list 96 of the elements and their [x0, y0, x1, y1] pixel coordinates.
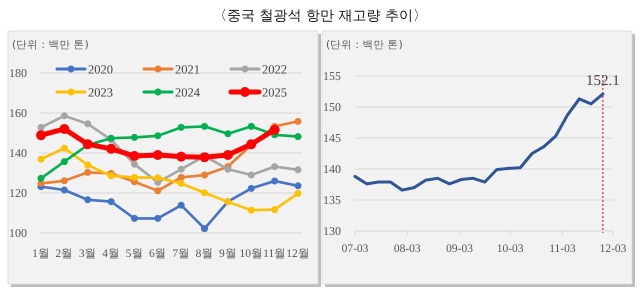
point: [248, 172, 255, 178]
point: [152, 150, 163, 160]
y-tick-label: 145: [323, 131, 341, 145]
y-tick-label: 160: [9, 106, 27, 120]
point: [201, 189, 208, 196]
point: [246, 139, 256, 150]
y-tick-label: 120: [9, 186, 27, 200]
legend-label: 2021: [175, 62, 200, 76]
point: [129, 151, 140, 161]
line-series: [354, 92, 604, 192]
point: [38, 174, 44, 182]
point: [84, 168, 92, 176]
point: [130, 174, 138, 181]
point: [84, 120, 92, 128]
y-tick-label: 135: [323, 193, 341, 207]
x-tick-label: 07-03: [342, 243, 369, 255]
y-axis-title: (단위 : 백만 톤): [12, 39, 89, 51]
point: [60, 112, 68, 120]
point: [60, 177, 68, 184]
point: [224, 130, 232, 138]
point: [294, 133, 302, 140]
x-tick-label: 8월: [196, 248, 214, 260]
y-tick-label: 155: [323, 69, 341, 83]
point: [38, 156, 44, 163]
point: [36, 130, 46, 140]
point: [294, 166, 302, 174]
point: [248, 206, 255, 214]
legend-label: 2025: [262, 86, 287, 100]
point: [200, 152, 210, 162]
point: [270, 124, 280, 135]
point: [154, 214, 162, 222]
legend-label: 2023: [88, 86, 113, 100]
point: [60, 158, 68, 166]
point: [271, 178, 278, 184]
point: [248, 184, 255, 192]
point: [108, 172, 115, 180]
point: [248, 122, 255, 130]
x-tick-label: 11-03: [549, 243, 576, 255]
x-tick-label: 09-03: [446, 243, 474, 255]
x-tick-label: 1월: [32, 248, 50, 260]
point: [60, 186, 68, 194]
point: [130, 134, 138, 141]
point: [154, 132, 162, 140]
y-tick-label: 180: [9, 66, 27, 80]
x-tick-label: 4월: [102, 248, 120, 260]
y-tick-label: 140: [9, 146, 27, 160]
point: [201, 122, 208, 130]
x-tick-label: 2월: [55, 248, 74, 260]
point: [130, 214, 138, 222]
point: [106, 144, 116, 154]
x-tick-label: 12-03: [600, 243, 627, 255]
y-tick-label: 130: [323, 224, 341, 238]
point: [271, 163, 278, 170]
x-tick-label: 08-03: [394, 243, 421, 255]
point: [84, 162, 92, 168]
legend-label: 2024: [175, 86, 201, 100]
x-tick-label: 10-03: [496, 243, 524, 255]
point: [108, 198, 115, 206]
legend-label: 2020: [88, 62, 113, 76]
x-tick-label: 9월: [219, 248, 237, 260]
y-tick-label: 140: [323, 162, 341, 176]
x-tick-label: 5월: [126, 248, 144, 260]
point: [154, 174, 162, 182]
point: [294, 190, 302, 197]
point: [294, 118, 302, 125]
point: [60, 144, 68, 152]
point: [178, 166, 185, 173]
point: [271, 206, 278, 214]
y-tick-label: 150: [323, 100, 341, 114]
legend-label: 2022: [262, 62, 287, 76]
point: [130, 160, 138, 168]
point: [154, 187, 162, 194]
annotation: 152.1: [586, 72, 620, 89]
point: [84, 196, 92, 204]
point: [59, 124, 70, 134]
x-tick-label: 11월: [263, 248, 286, 260]
point: [178, 202, 185, 209]
chart-title: 〈중국 철광석 항만 재고량 추이〉: [213, 8, 427, 24]
x-tick-label: 6월: [148, 248, 167, 260]
point: [201, 172, 208, 178]
point: [178, 174, 185, 181]
x-tick-label: 10월: [240, 248, 264, 260]
y-tick-label: 100: [9, 226, 27, 240]
y-axis-title: (단위 : 백만 톤): [326, 39, 403, 51]
point: [38, 124, 44, 131]
point: [82, 139, 93, 150]
point: [224, 166, 232, 173]
x-tick-label: 12월: [286, 248, 310, 260]
point: [201, 225, 208, 232]
point: [294, 182, 302, 190]
point: [178, 124, 185, 131]
point: [178, 180, 185, 187]
x-tick-label: 7월: [172, 248, 190, 260]
point: [176, 152, 186, 162]
point: [222, 150, 233, 160]
x-tick-label: 3월: [78, 248, 97, 260]
